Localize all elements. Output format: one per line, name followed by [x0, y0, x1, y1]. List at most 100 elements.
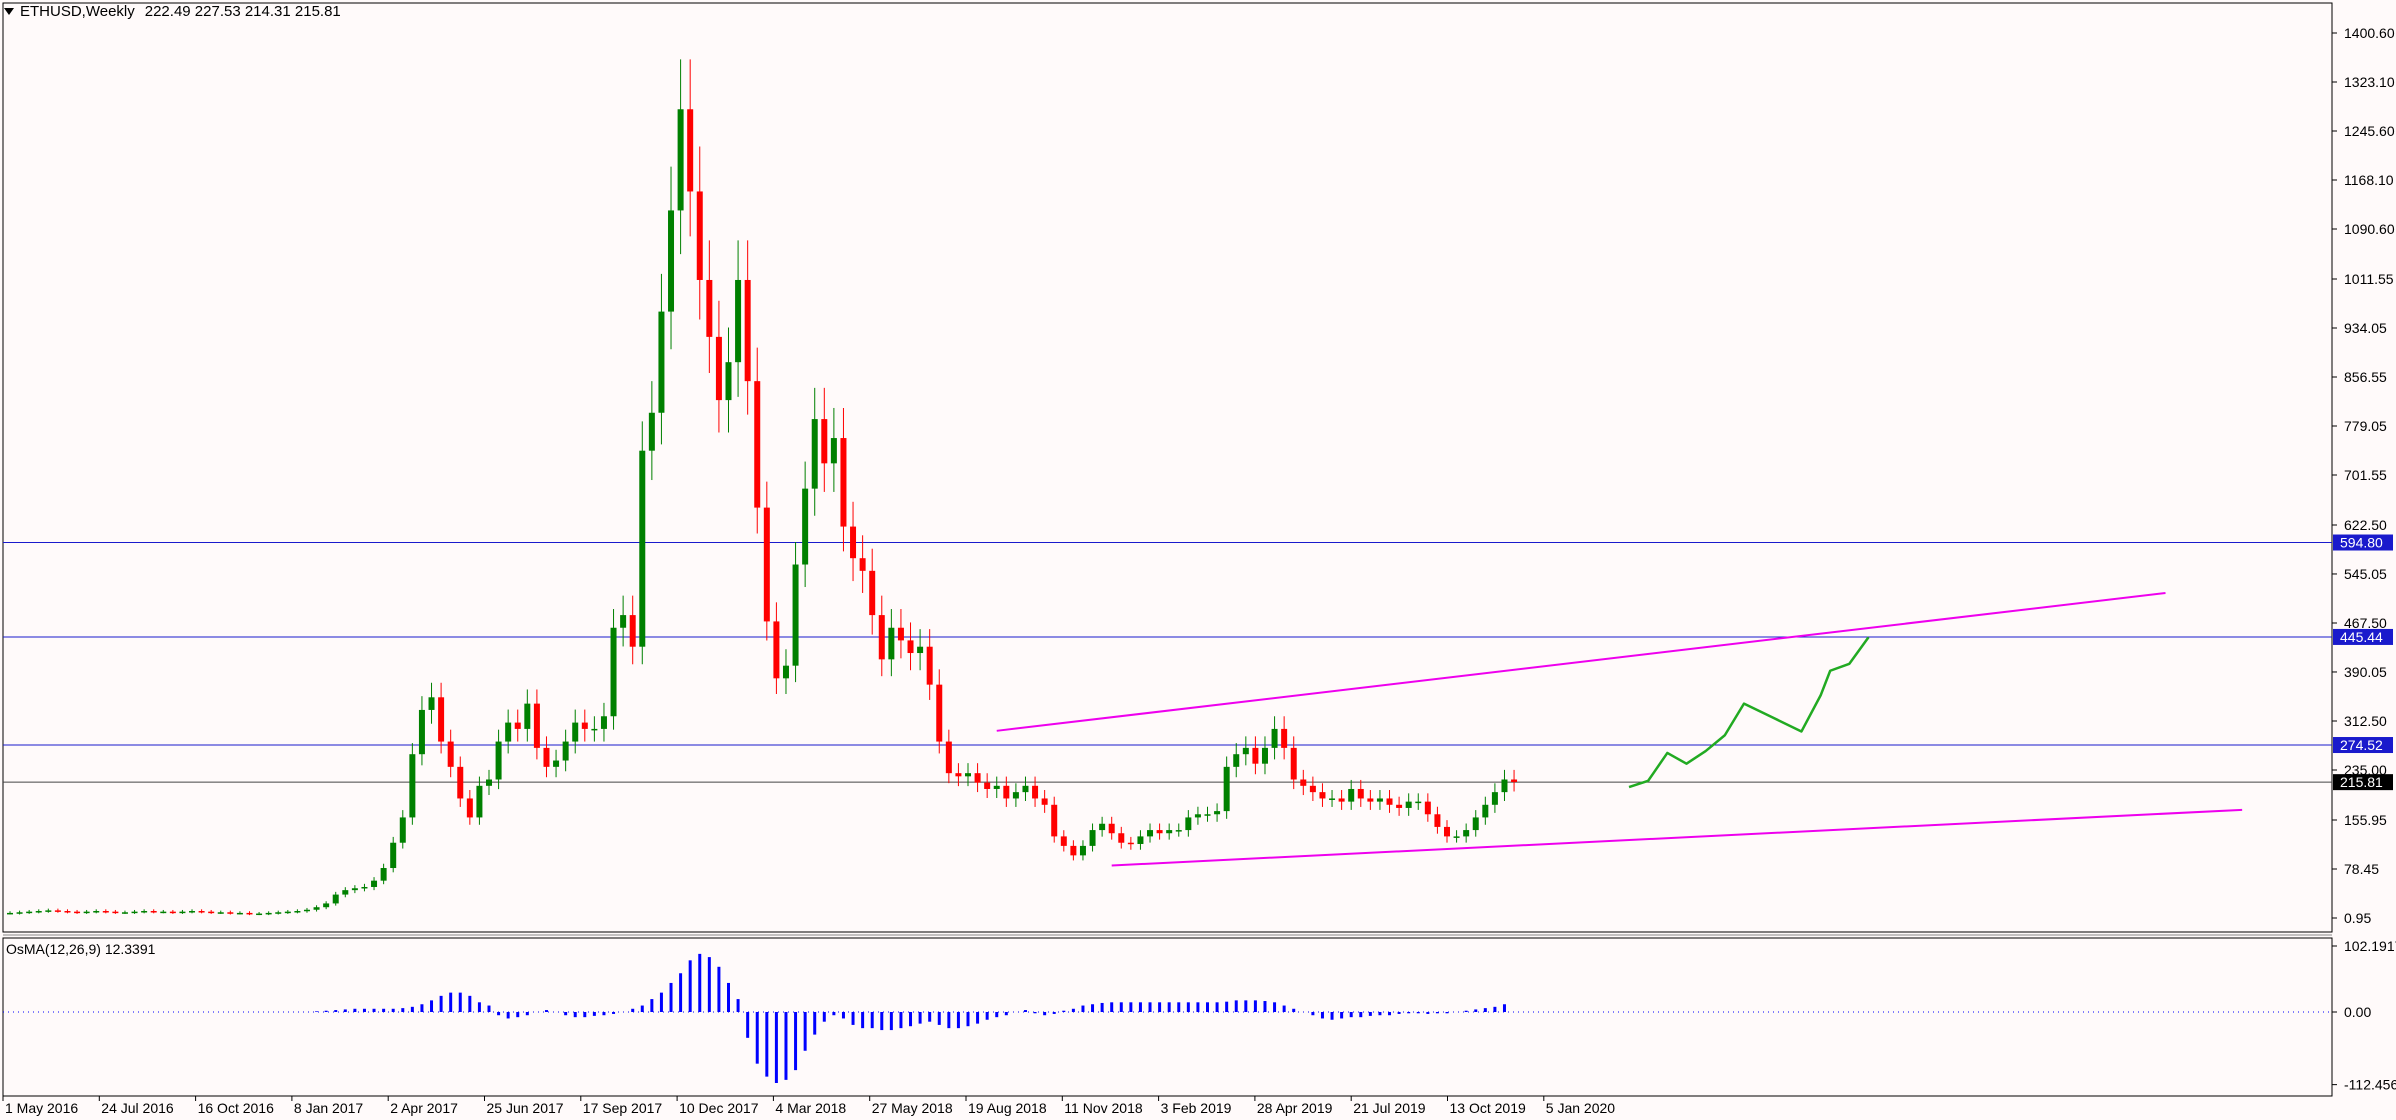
candle-body [131, 911, 138, 914]
candle-body [1271, 728, 1278, 748]
candle-body [572, 722, 579, 742]
candle-body [984, 782, 991, 789]
level-label: 594.80 [2340, 535, 2383, 551]
collapse-triangle-icon[interactable] [4, 8, 14, 15]
candle-body [802, 488, 809, 565]
osma-tick-label: 0.00 [2344, 1004, 2371, 1020]
candle-body [878, 615, 885, 660]
candle-body [850, 526, 857, 559]
candle-body [821, 419, 828, 464]
candle-body [227, 912, 234, 914]
candle-body [351, 888, 358, 891]
candle-body [773, 621, 780, 679]
candle-body [1319, 792, 1326, 799]
candle-body [457, 766, 464, 799]
candle-body [600, 716, 607, 729]
candle-body [945, 741, 952, 774]
y-tick-label: 390.05 [2344, 664, 2387, 680]
candle-body [1022, 785, 1029, 793]
candle-body [514, 722, 521, 729]
y-tick-label: 1168.10 [2344, 172, 2394, 188]
candle-body [275, 912, 282, 914]
candle-body [687, 109, 694, 192]
symbol-label: ETHUSD,Weekly [20, 3, 135, 20]
candle-body [1079, 845, 1086, 856]
candle-body [1329, 798, 1336, 800]
candle-body [1223, 766, 1230, 812]
candle-body [495, 741, 502, 780]
candle-body [361, 886, 368, 889]
candle-body [581, 722, 588, 729]
candle-body [543, 747, 550, 767]
x-tick-label: 10 Dec 2017 [679, 1100, 759, 1116]
candle-body [1012, 792, 1019, 799]
candle-body [840, 438, 847, 527]
y-tick-label: 1090.60 [2344, 221, 2395, 237]
y-tick-label: 0.95 [2344, 910, 2371, 926]
osma-tick-label: 102.1917 [2344, 938, 2396, 954]
candle-body [160, 911, 167, 914]
x-tick-label: 8 Jan 2017 [294, 1100, 363, 1116]
candle-body [45, 910, 52, 912]
candle-body [476, 785, 483, 818]
candle-body [112, 911, 119, 914]
candle-body [1444, 826, 1450, 837]
candle-body [1491, 792, 1498, 805]
candle-body [54, 910, 61, 912]
candle-body [1003, 785, 1010, 799]
main-pane-frame [2, 2, 2333, 933]
candle-body [591, 728, 598, 731]
candle-body [7, 912, 13, 915]
candle-body [102, 911, 109, 913]
y-tick-label: 701.55 [2344, 467, 2387, 483]
candle-body [926, 646, 933, 685]
y-tick-label: 779.05 [2344, 418, 2387, 434]
candle-body [93, 911, 100, 913]
candle-body [303, 909, 310, 912]
candle-body [505, 722, 512, 742]
level-badge [2333, 628, 2393, 645]
candle-body [965, 773, 971, 777]
candle-body [677, 109, 684, 211]
candle-body [294, 911, 301, 913]
y-tick-label: 545.05 [2344, 566, 2387, 582]
candle-body [64, 911, 71, 913]
candle-body [553, 760, 560, 767]
candle-body [1070, 845, 1077, 856]
candle-body [668, 210, 675, 312]
y-tick-label: 934.05 [2344, 320, 2387, 336]
candle-body [169, 911, 176, 914]
x-tick-label: 25 Jun 2017 [487, 1100, 564, 1116]
candle-body [763, 507, 770, 622]
x-tick-label: 3 Feb 2019 [1161, 1100, 1232, 1116]
candle-body [648, 412, 655, 451]
y-tick-label: 155.95 [2344, 812, 2387, 828]
candle-body [1204, 814, 1211, 816]
candle-body [284, 911, 291, 914]
candle-body [1472, 817, 1479, 831]
y-tick-label: 622.50 [2344, 517, 2387, 533]
candle-body [897, 627, 904, 641]
candle-body [792, 564, 799, 666]
level-badge [2333, 737, 2393, 754]
candle-body [811, 419, 818, 489]
candle-body [26, 911, 33, 914]
x-tick-label: 13 Oct 2019 [1450, 1100, 1526, 1116]
candle-body [888, 627, 895, 660]
candle-body [1453, 836, 1460, 838]
indicator-pane-frame [2, 937, 2333, 1097]
candle-body [236, 912, 243, 915]
candle-body [390, 842, 397, 869]
candle-body [955, 773, 962, 777]
y-tick-label: 856.55 [2344, 369, 2387, 385]
x-tick-label: 19 Aug 2018 [968, 1100, 1047, 1116]
candle-body [1194, 814, 1201, 818]
x-tick-label: 2 Apr 2017 [390, 1100, 458, 1116]
candle-body [715, 336, 722, 401]
candle-body [323, 903, 330, 908]
candle-body [121, 912, 128, 914]
candle-body [1511, 779, 1518, 783]
projection-path [1628, 636, 1870, 789]
candle-body [428, 697, 435, 710]
